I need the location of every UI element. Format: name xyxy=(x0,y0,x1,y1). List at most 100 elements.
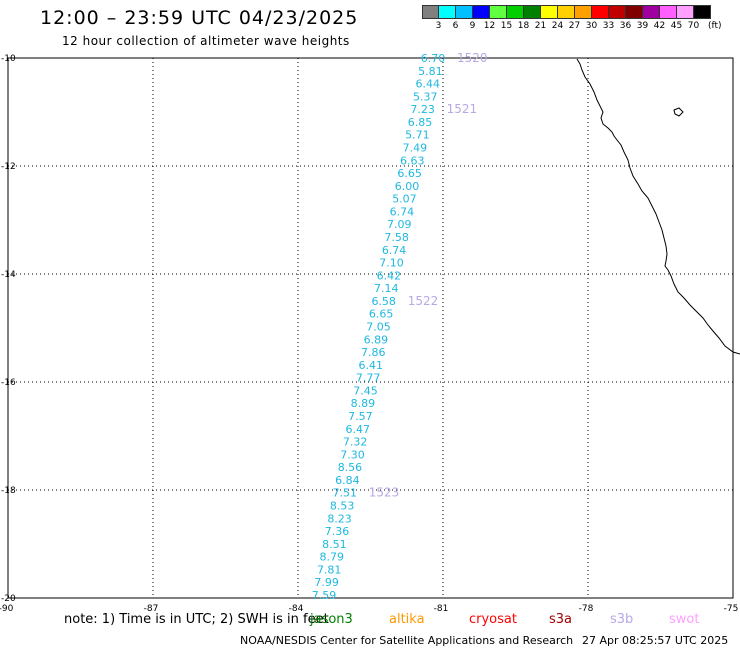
latitude-tick-label: -20 xyxy=(1,594,16,604)
legend-swatch xyxy=(694,5,711,19)
longitude-tick-label: -75 xyxy=(724,604,739,614)
wave-height-label: 6.41 xyxy=(358,359,383,372)
legend-label: 36 xyxy=(619,21,632,31)
legend-swatch xyxy=(439,5,456,19)
map-frame xyxy=(7,57,734,599)
wave-height-label: 7.30 xyxy=(340,448,365,461)
satellite-name: cryosat xyxy=(469,612,517,627)
legend-label: 27 xyxy=(568,21,581,31)
longitude-tick-label: -81 xyxy=(434,604,449,614)
legend-swatch xyxy=(524,5,541,19)
orbit-number-label: 1523 xyxy=(369,486,400,500)
legend-label: 42 xyxy=(653,21,666,31)
footnote: note: 1) Time is in UTC; 2) SWH is in fe… xyxy=(64,612,329,627)
wave-height-label: 7.99 xyxy=(314,576,339,589)
legend-label: 39 xyxy=(636,21,649,31)
wave-height-label: 6.63 xyxy=(400,154,425,167)
island xyxy=(673,107,684,117)
legend-label: 45 xyxy=(670,21,683,31)
legend-labels: 3 6 9 12 15 18 21 24 27 30 33 36 39 42 45 70 xyxy=(422,21,702,31)
legend-swatch xyxy=(507,5,524,19)
wave-height-label: 6.84 xyxy=(335,474,360,487)
wave-height-label: 7.59 xyxy=(312,589,337,602)
wave-height-label: 8.51 xyxy=(322,538,347,551)
legend-unit: (ft) xyxy=(708,21,722,31)
latitude-tick-label: -18 xyxy=(1,486,16,496)
wave-height-label: 7.32 xyxy=(343,436,368,449)
legend-label: 24 xyxy=(551,21,564,31)
wave-height-label: 6.70 xyxy=(421,52,446,65)
wave-height-label: 8.89 xyxy=(351,397,376,410)
wave-height-label: 6.74 xyxy=(382,244,407,257)
legend-label: 33 xyxy=(602,21,615,31)
legend-swatch xyxy=(677,5,694,19)
wave-height-label: 6.74 xyxy=(390,205,415,218)
wave-height-label: 7.81 xyxy=(317,563,342,576)
wave-height-label: 7.49 xyxy=(403,142,428,155)
longitude-tick-label: -84 xyxy=(289,604,304,614)
wave-height-label: 6.42 xyxy=(377,269,402,282)
satellite-name: altika xyxy=(389,612,425,627)
satellite-name: s3a xyxy=(549,612,573,627)
legend-label: 15 xyxy=(500,21,513,31)
legend-swatch xyxy=(541,5,558,19)
legend-swatch xyxy=(575,5,592,19)
wave-height-label: 8.53 xyxy=(330,500,355,513)
coastline xyxy=(576,58,740,355)
legend-swatch xyxy=(609,5,626,19)
legend-label: 70 xyxy=(687,21,700,31)
legend-swatch xyxy=(558,5,575,19)
legend-label: 30 xyxy=(585,21,598,31)
legend-swatch xyxy=(422,5,439,19)
legend-swatch xyxy=(490,5,507,19)
wave-height-label: 7.36 xyxy=(325,525,350,538)
wave-height-label: 6.58 xyxy=(371,295,396,308)
latitude-tick-label: -10 xyxy=(1,54,16,64)
orbit-number-label: 1520 xyxy=(457,51,488,65)
wave-height-label: 6.89 xyxy=(364,333,389,346)
wave-height-label: 5.81 xyxy=(418,65,443,78)
wave-height-label: 7.57 xyxy=(348,410,373,423)
wave-height-label: 8.79 xyxy=(320,551,345,564)
longitude-tick-label: -87 xyxy=(144,604,159,614)
wave-height-label: 8.23 xyxy=(327,512,352,525)
latitude-tick-label: -14 xyxy=(1,270,16,280)
wave-height-label: 7.51 xyxy=(333,487,358,500)
wave-height-label: 7.77 xyxy=(356,372,381,385)
latitude-tick-label: -12 xyxy=(1,162,16,172)
legend-label: 21 xyxy=(534,21,547,31)
wave-height-label: 5.07 xyxy=(392,193,417,206)
map-subtitle: 12 hour collection of altimeter wave hei… xyxy=(62,34,350,48)
wave-height-label: 7.23 xyxy=(410,103,435,116)
legend-swatch xyxy=(643,5,660,19)
wave-height-label: 8.56 xyxy=(338,461,363,474)
longitude-tick-label: -78 xyxy=(579,604,594,614)
legend-swatch xyxy=(660,5,677,19)
satellite-name: s3b xyxy=(610,612,634,627)
generation-time: 27 Apr 08:25:57 UTC 2025 xyxy=(582,634,729,647)
legend-label: 3 xyxy=(435,21,442,31)
legend-label: 9 xyxy=(469,21,476,31)
wave-height-label: 5.71 xyxy=(405,129,430,142)
wave-height-label: 7.10 xyxy=(379,257,404,270)
wave-height-label: 6.47 xyxy=(345,423,370,436)
wave-height-label: 5.37 xyxy=(413,90,438,103)
satellite-name: jason3 xyxy=(310,612,353,627)
map-title: 12:00 – 23:59 UTC 04/23/2025 xyxy=(40,7,359,29)
legend-swatch xyxy=(473,5,490,19)
legend-label: 18 xyxy=(517,21,530,31)
wave-height-label: 7.58 xyxy=(384,231,409,244)
legend-swatch xyxy=(456,5,473,19)
credit-line: NOAA/NESDIS Center for Satellite Applica… xyxy=(240,634,574,647)
wave-height-label: 6.65 xyxy=(397,167,422,180)
wave-height-color-legend xyxy=(422,5,711,19)
legend-label: 12 xyxy=(483,21,496,31)
legend-swatch xyxy=(592,5,609,19)
wave-height-label: 7.09 xyxy=(387,218,412,231)
orbit-number-label: 1521 xyxy=(447,102,478,116)
wave-height-label: 7.86 xyxy=(361,346,386,359)
wave-height-label: 6.65 xyxy=(369,308,394,321)
latitude-tick-label: -16 xyxy=(1,378,16,388)
wave-height-label: 6.00 xyxy=(395,180,420,193)
